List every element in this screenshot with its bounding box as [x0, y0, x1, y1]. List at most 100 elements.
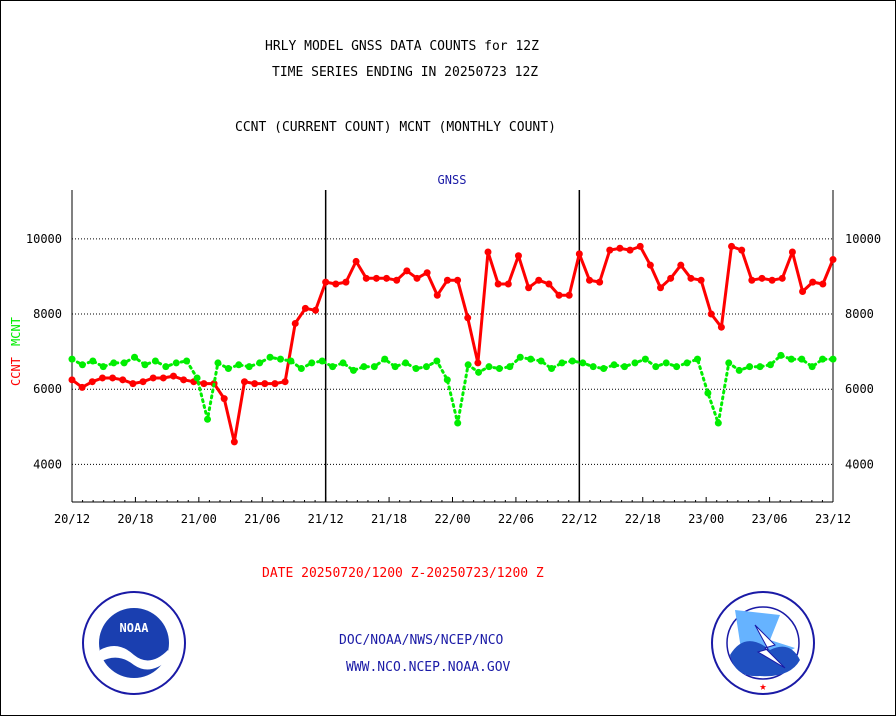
y-tick-label-right: 6000	[845, 382, 874, 396]
y-tick-label-left: 8000	[33, 307, 62, 321]
x-tick-label: 21/06	[244, 512, 280, 526]
data-point-mcnt	[349, 366, 357, 374]
data-point-mcnt	[610, 361, 618, 369]
data-point-ccnt	[251, 380, 259, 388]
data-point-mcnt	[766, 361, 774, 369]
data-point-mcnt	[381, 355, 389, 363]
grid-layer	[72, 238, 833, 465]
data-point-ccnt	[707, 310, 715, 318]
data-point-mcnt	[693, 355, 701, 363]
data-point-ccnt	[819, 280, 827, 288]
data-point-ccnt	[657, 284, 665, 292]
data-point-mcnt	[725, 359, 733, 367]
data-point-ccnt	[129, 380, 137, 388]
data-point-ccnt	[525, 284, 533, 292]
data-point-ccnt	[748, 276, 756, 284]
data-point-ccnt	[372, 274, 380, 282]
data-point-ccnt	[423, 269, 431, 277]
data-point-ccnt	[768, 276, 776, 284]
data-point-ccnt	[809, 278, 817, 286]
y-tick-label-right: 10000	[845, 232, 881, 246]
x-tick-label: 21/18	[371, 512, 407, 526]
data-point-ccnt	[109, 374, 117, 382]
data-point-ccnt	[575, 250, 583, 258]
data-point-ccnt	[687, 274, 695, 282]
data-point-mcnt	[454, 419, 462, 427]
x-tick-label: 23/12	[815, 512, 851, 526]
data-point-mcnt	[402, 359, 410, 367]
data-point-mcnt	[756, 363, 764, 371]
y-axis-label-ccnt: CCNT	[9, 357, 23, 386]
data-point-ccnt	[514, 252, 522, 260]
url-link[interactable]: WWW.NCO.NCEP.NOAA.GOV	[346, 660, 511, 675]
series-layer	[68, 242, 837, 446]
data-point-ccnt	[555, 291, 563, 299]
data-point-mcnt	[224, 365, 232, 373]
data-point-mcnt	[777, 351, 785, 359]
x-tick-label: 20/18	[117, 512, 153, 526]
data-point-ccnt	[545, 280, 553, 288]
data-point-ccnt	[585, 276, 593, 284]
data-point-ccnt	[180, 376, 188, 384]
data-point-mcnt	[735, 366, 743, 374]
data-point-mcnt	[204, 415, 212, 423]
data-point-ccnt	[68, 376, 76, 384]
data-point-mcnt	[131, 353, 139, 361]
y-tick-label-left: 4000	[33, 457, 62, 471]
y-axis-label: CCNT MCNT	[9, 317, 23, 386]
data-point-mcnt	[568, 357, 576, 365]
data-point-ccnt	[616, 244, 624, 252]
x-tick-label: 23/00	[688, 512, 724, 526]
data-point-ccnt	[636, 242, 644, 250]
data-point-ccnt	[139, 378, 147, 386]
data-point-ccnt	[261, 380, 269, 388]
data-point-mcnt	[683, 359, 691, 367]
data-point-mcnt	[443, 376, 451, 384]
data-point-mcnt	[266, 353, 274, 361]
nws-logo: ★	[711, 591, 815, 695]
data-point-mcnt	[141, 361, 149, 369]
data-point-mcnt	[339, 359, 347, 367]
data-point-mcnt	[475, 368, 483, 376]
data-point-ccnt	[626, 246, 634, 254]
data-point-ccnt	[362, 274, 370, 282]
data-point-mcnt	[829, 355, 837, 363]
data-point-ccnt	[799, 287, 807, 295]
data-point-ccnt	[565, 291, 573, 299]
data-point-mcnt	[558, 359, 566, 367]
data-point-ccnt	[677, 261, 685, 269]
data-point-ccnt	[230, 438, 238, 446]
data-point-mcnt	[516, 353, 524, 361]
data-point-ccnt	[281, 378, 289, 386]
data-point-ccnt	[778, 274, 786, 282]
data-point-ccnt	[484, 248, 492, 256]
series-mcnt	[68, 351, 837, 427]
data-point-mcnt	[235, 361, 243, 369]
data-point-ccnt	[596, 278, 604, 286]
header-title-line2: TIME SERIES ENDING IN 20250723 12Z	[272, 65, 539, 80]
data-point-ccnt	[393, 276, 401, 284]
data-point-mcnt	[579, 359, 587, 367]
header-title-line1: HRLY MODEL GNSS DATA COUNTS for 12Z	[265, 39, 539, 54]
y-tick-label-right: 8000	[845, 307, 874, 321]
data-point-mcnt	[704, 389, 712, 397]
data-point-mcnt	[464, 361, 472, 369]
data-point-mcnt	[714, 419, 722, 427]
data-point-mcnt	[673, 363, 681, 371]
noaa-logo: NOAA	[82, 591, 186, 695]
data-point-ccnt	[312, 306, 320, 314]
data-point-mcnt	[183, 357, 191, 365]
labels-layer: 4000 4000 6000 6000 8000 8000 10000 10000 20/12 2…	[26, 232, 881, 526]
data-point-mcnt	[391, 363, 399, 371]
data-point-ccnt	[646, 261, 654, 269]
data-point-ccnt	[443, 276, 451, 284]
x-tick-label: 22/00	[434, 512, 470, 526]
data-point-ccnt	[829, 256, 837, 264]
data-point-ccnt	[504, 280, 512, 288]
data-point-ccnt	[159, 374, 167, 382]
data-point-mcnt	[370, 363, 378, 371]
data-point-ccnt	[494, 280, 502, 288]
data-point-ccnt	[332, 280, 340, 288]
data-point-mcnt	[297, 365, 305, 373]
data-point-mcnt	[506, 363, 514, 371]
